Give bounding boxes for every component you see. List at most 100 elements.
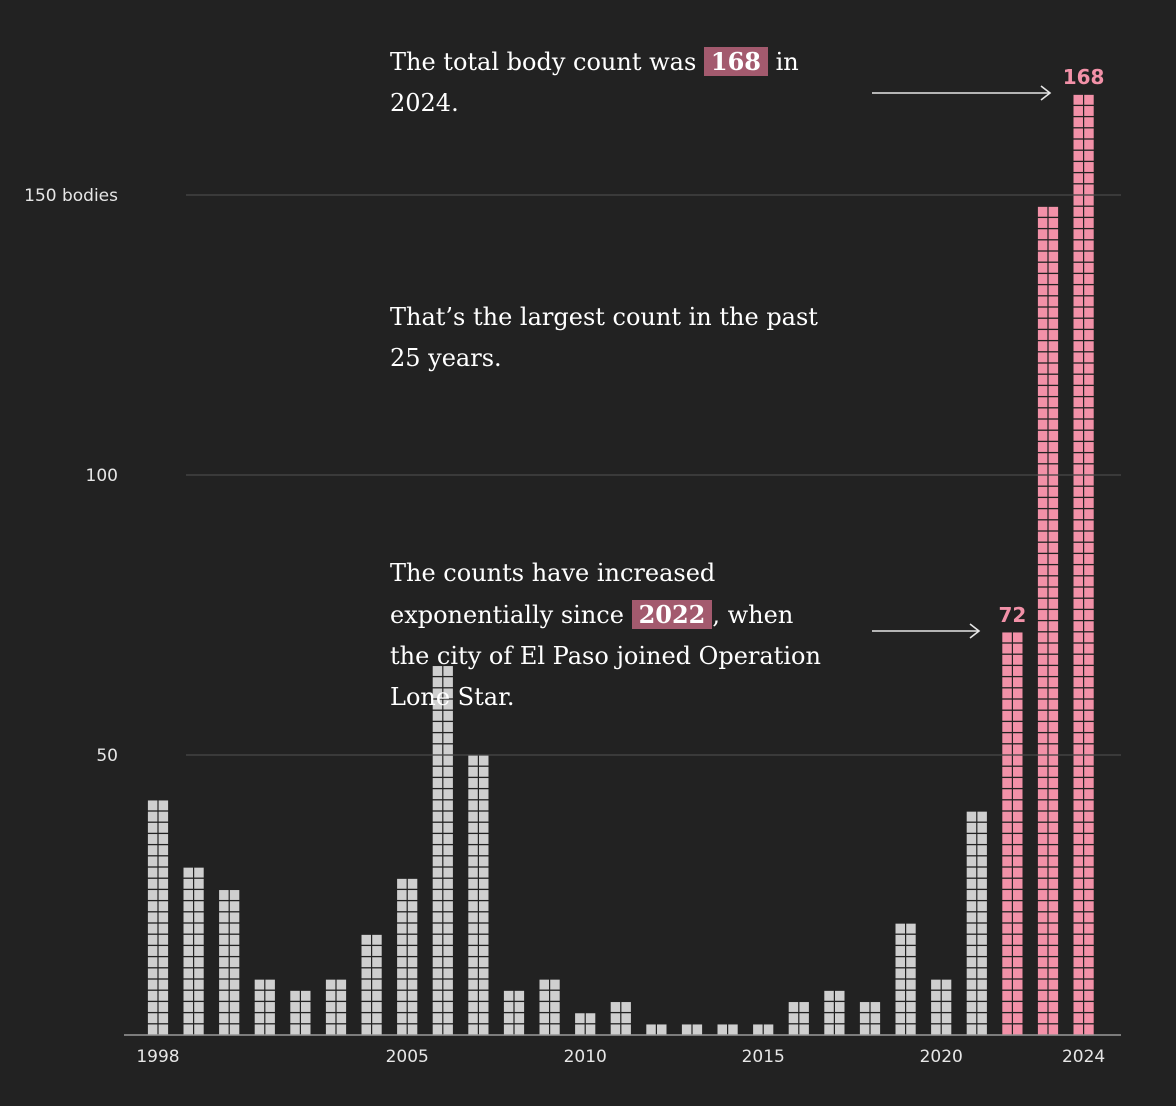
bar-cell xyxy=(1013,867,1023,878)
x-tick-label: 2020 xyxy=(920,1047,963,1067)
bar-cell xyxy=(1073,744,1083,755)
bar-2003 xyxy=(325,979,347,1035)
bar-cell xyxy=(692,1024,703,1035)
bar-cell xyxy=(1073,374,1083,385)
bar-cell xyxy=(443,867,453,878)
bar-cell xyxy=(977,901,987,912)
bar-cell xyxy=(1002,934,1012,945)
bar-cell xyxy=(514,1002,525,1012)
bar-cell xyxy=(407,990,418,1001)
bar-cell xyxy=(194,934,204,945)
bar-cell xyxy=(1002,901,1012,912)
data-labels: 72 168 xyxy=(998,65,1104,627)
bar-cell xyxy=(479,789,489,800)
bar-cell xyxy=(1073,699,1083,710)
bar-cell xyxy=(397,1002,407,1012)
bar-cell xyxy=(835,1024,845,1035)
bar-cell xyxy=(1073,173,1083,184)
bar-cell xyxy=(432,1002,443,1012)
bar-cell xyxy=(1048,923,1059,934)
y-tick-label: 150 bodies xyxy=(24,186,118,206)
bar-cell xyxy=(824,1013,834,1024)
bar-cell xyxy=(219,934,229,945)
bar-cell xyxy=(1048,677,1059,688)
bar-cell xyxy=(147,990,158,1001)
bar-cell xyxy=(1084,128,1094,139)
bar-cell xyxy=(503,1013,514,1024)
bar-cell xyxy=(443,755,453,766)
bar-cell xyxy=(550,1024,560,1035)
bar-cell xyxy=(859,1002,870,1012)
bar-cell xyxy=(1002,946,1012,956)
bar-cell xyxy=(443,1002,453,1012)
bar-cell xyxy=(1048,946,1059,956)
bar-cell xyxy=(432,968,443,979)
bar-cell xyxy=(1037,542,1048,553)
bar-cell xyxy=(1013,901,1023,912)
bar-cell xyxy=(468,1024,478,1035)
bar-cell xyxy=(870,1013,881,1024)
bar-cell xyxy=(147,890,158,900)
bar-cell xyxy=(407,1002,418,1012)
bar-cell xyxy=(1037,218,1048,228)
bar-cell xyxy=(443,710,453,721)
bar-cell xyxy=(1073,666,1083,676)
bar-cell xyxy=(1037,946,1048,956)
bar-cell xyxy=(1013,1024,1023,1035)
bar-cell xyxy=(1002,923,1012,934)
bar-cell xyxy=(194,923,204,934)
bar-cell xyxy=(1037,688,1048,699)
bar-cell xyxy=(1048,262,1059,273)
bar-cell xyxy=(301,1002,311,1012)
bar-cell xyxy=(1073,834,1083,844)
bar-cell xyxy=(479,934,489,945)
bar-cell xyxy=(194,979,204,990)
bar-cell xyxy=(1073,643,1083,654)
bar-cell xyxy=(1084,744,1094,755)
bar-cell xyxy=(1073,890,1083,900)
bar-cell xyxy=(1013,1013,1023,1024)
bar-cell xyxy=(1048,890,1059,900)
bar-cell xyxy=(194,890,204,900)
bar-cell xyxy=(1048,498,1059,508)
bar-cell xyxy=(468,990,478,1001)
bar-cell xyxy=(443,822,453,833)
bar-cell xyxy=(183,946,193,956)
bar-cell xyxy=(443,979,453,990)
bar-2023 xyxy=(1037,206,1059,1035)
bar-cell xyxy=(443,733,453,744)
bar-cell xyxy=(931,1002,941,1012)
bar-cell xyxy=(1084,610,1094,620)
bar-cell xyxy=(906,1024,916,1035)
bar-cell xyxy=(1084,778,1094,788)
bar-cell xyxy=(1073,554,1083,564)
bar-cell xyxy=(194,901,204,912)
bar-cell xyxy=(147,968,158,979)
bar-cell xyxy=(361,957,371,968)
bar-cell xyxy=(432,710,443,721)
bar-cell xyxy=(1073,162,1083,172)
bar-cell xyxy=(158,800,169,811)
bar-cell xyxy=(1013,789,1023,800)
bar-cell xyxy=(443,666,453,676)
bar-cell xyxy=(610,1024,621,1035)
bar-cell xyxy=(941,1013,952,1024)
bar-cell xyxy=(432,878,443,889)
bar-cell xyxy=(1002,957,1012,968)
bar-cell xyxy=(468,778,478,788)
bar-cell xyxy=(1073,1024,1083,1035)
bar-cell xyxy=(1037,576,1048,587)
bar-cell xyxy=(432,755,443,766)
bar-cell xyxy=(147,878,158,889)
bar-cell xyxy=(1002,968,1012,979)
bar-cell xyxy=(1084,901,1094,912)
bar-cell xyxy=(194,990,204,1001)
bar-cell xyxy=(1037,878,1048,889)
bar-cell xyxy=(1037,856,1048,867)
bar-cell xyxy=(1048,800,1059,811)
bar-cell xyxy=(1013,766,1023,777)
bar-cell xyxy=(1037,307,1048,318)
bar-cell xyxy=(219,1002,229,1012)
bar-cell xyxy=(966,867,977,878)
bar-cell xyxy=(514,990,525,1001)
